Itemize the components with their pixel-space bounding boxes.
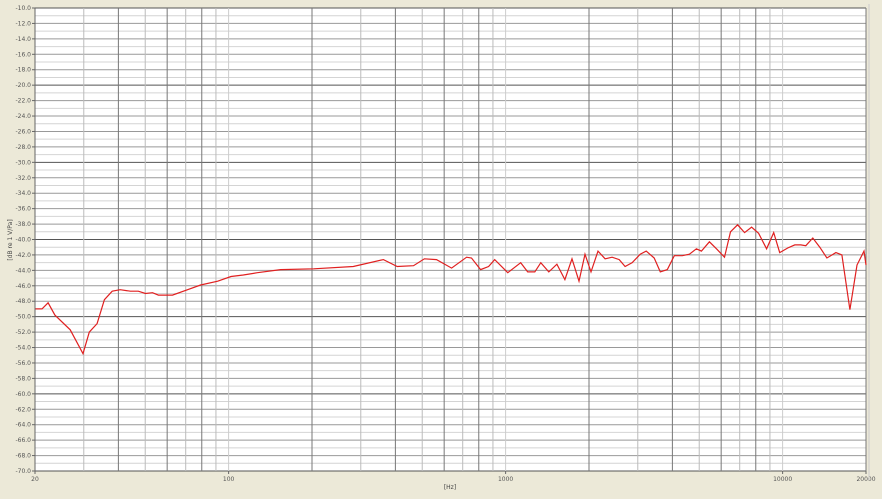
y-tick-label: -18.0	[15, 67, 31, 74]
x-tick-label: 1000	[498, 476, 513, 483]
y-tick-label: -46.0	[15, 283, 31, 290]
x-tick-label: 20	[31, 476, 39, 483]
series-line	[35, 223, 867, 356]
y-tick-label: -50.0	[15, 314, 31, 321]
y-tick-label: -34.0	[15, 190, 31, 197]
y-tick-label: -62.0	[15, 406, 31, 413]
y-tick-label: -10.0	[15, 5, 31, 12]
y-tick-label: -32.0	[15, 175, 31, 182]
y-tick-label: -30.0	[15, 159, 31, 166]
y-tick-label: -60.0	[15, 391, 31, 398]
x-axis-label: [Hz]	[444, 484, 456, 491]
y-tick-label: -14.0	[15, 36, 31, 43]
y-tick-label: -68.0	[15, 453, 31, 460]
y-tick-label: -38.0	[15, 221, 31, 228]
x-axis: 20 100 1000 10000 20000	[31, 471, 876, 483]
y-tick-label: -58.0	[15, 375, 31, 382]
y-tick-label: -36.0	[15, 206, 31, 213]
y-tick-label: -64.0	[15, 422, 31, 429]
y-tick-label: -40.0	[15, 237, 31, 244]
y-tick-label: -22.0	[15, 98, 31, 105]
y-tick-label: -56.0	[15, 360, 31, 367]
y-tick-label: -28.0	[15, 144, 31, 151]
x-tick-label: 10000	[773, 476, 792, 483]
y-tick-label: -44.0	[15, 267, 31, 274]
y-tick-label: -66.0	[15, 437, 31, 444]
y-tick-label: -16.0	[15, 51, 31, 58]
y-tick-label: -24.0	[15, 113, 31, 120]
y-tick-label: -26.0	[15, 128, 31, 135]
x-tick-label: 20000	[856, 476, 875, 483]
y-tick-label: -54.0	[15, 345, 31, 352]
y-axis-label: [dB re 1 V/Pa]	[7, 219, 14, 260]
y-tick-label: -48.0	[15, 298, 31, 305]
x-tick-label: 100	[223, 476, 235, 483]
y-tick-label: -42.0	[15, 252, 31, 259]
y-tick-label: -52.0	[15, 329, 31, 336]
y-tick-label: -12.0	[15, 20, 31, 27]
y-tick-label: -70.0	[15, 468, 31, 475]
grid	[35, 7, 867, 472]
y-tick-label: -20.0	[15, 82, 31, 89]
y-axis: -10.0 -12.0 -14.0 -16.0 -18.0 -20.0 -22.0 -24.0…	[15, 5, 35, 475]
